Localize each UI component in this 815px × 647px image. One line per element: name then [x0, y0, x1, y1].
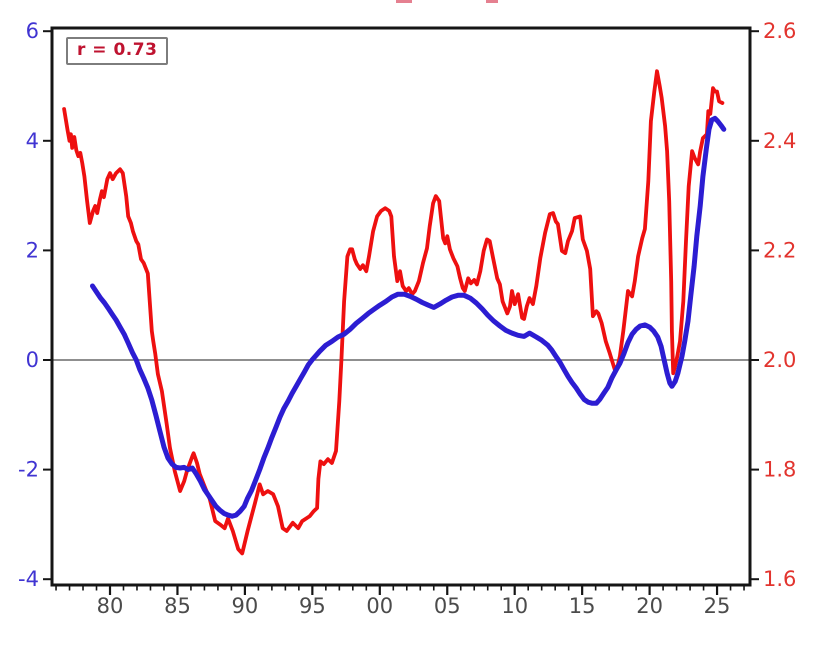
left-axis-tick-label: 2 — [26, 238, 39, 262]
correlation-annotation: r = 0.73 — [66, 37, 169, 65]
left-axis-tick-label: 0 — [26, 348, 39, 372]
right-axis-tick-label: 1.6 — [763, 567, 796, 591]
clipped-title-fragment — [396, 0, 412, 3]
right-axis-tick-label: 2.0 — [763, 348, 796, 372]
right-axis-tick-label: 2.6 — [763, 19, 796, 43]
left-axis-tick-label: -4 — [18, 567, 39, 591]
right-axis-tick-label: 2.4 — [763, 129, 796, 153]
clipped-title-fragment — [486, 0, 498, 3]
x-axis-tick-label: 00 — [366, 594, 393, 618]
left-axis-tick-label: -2 — [18, 458, 39, 482]
red-series-line — [62, 69, 725, 556]
x-axis-tick-label: 15 — [569, 594, 596, 618]
blue-series-line — [90, 115, 727, 519]
x-axis-tick-label: 90 — [232, 594, 259, 618]
x-axis-tick-label: 20 — [636, 594, 663, 618]
x-axis-tick-label: 80 — [97, 594, 124, 618]
x-axis-tick-label: 95 — [299, 594, 326, 618]
x-axis-tick-label: 10 — [501, 594, 528, 618]
x-axis-tick-label: 05 — [434, 594, 461, 618]
plot-frame — [50, 26, 752, 587]
x-axis-tick-label: 25 — [704, 594, 731, 618]
right-axis-tick-label: 1.8 — [763, 458, 796, 482]
left-axis-tick-label: 4 — [26, 129, 39, 153]
right-axis-tick-label: 2.2 — [763, 238, 796, 262]
x-axis-tick-label: 85 — [164, 594, 191, 618]
left-axis-tick-label: 6 — [26, 19, 39, 43]
